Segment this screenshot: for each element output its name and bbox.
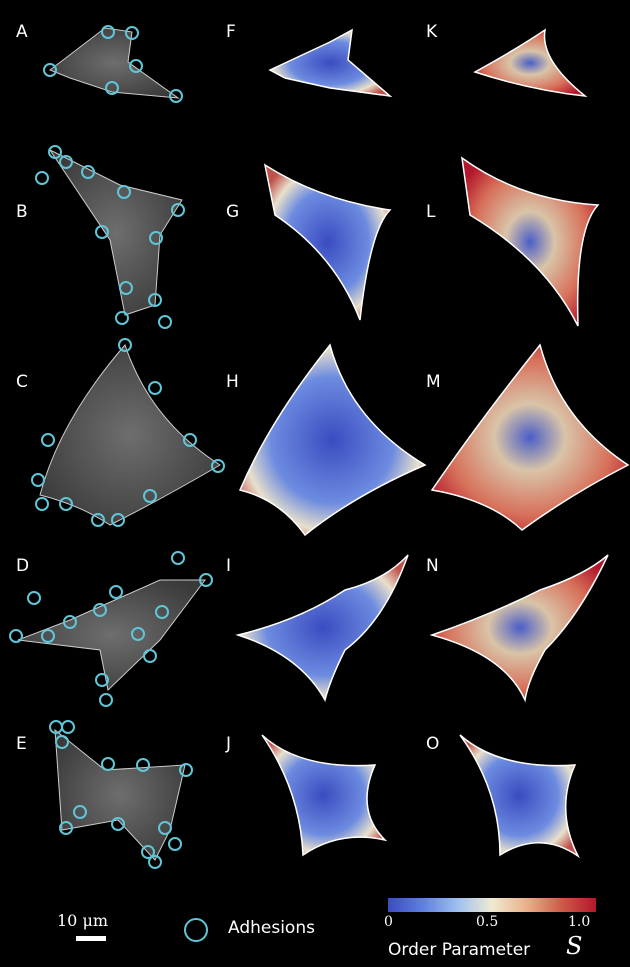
colorbar-symbol: S — [566, 932, 583, 960]
cell-image-e — [54, 728, 186, 861]
panel-label-h: H — [226, 372, 239, 392]
cell-image-a — [48, 27, 180, 99]
cell-field-k — [473, 28, 588, 98]
panel-label-n: N — [426, 556, 439, 576]
panel-label-m: M — [426, 372, 441, 392]
scale-bar — [76, 936, 106, 941]
colorbar — [388, 898, 596, 912]
panel-label-g: G — [226, 202, 240, 222]
cell-image-b — [48, 148, 183, 316]
colorbar-tick-0: 0 — [384, 914, 393, 930]
cell-field-f — [268, 28, 393, 98]
colorbar-label: Order Parameter — [388, 940, 531, 960]
panel-label-j: J — [226, 734, 232, 754]
cell-field-j — [261, 734, 388, 857]
scale-bar-label: 10 μm — [57, 911, 109, 930]
panel-label-f: F — [226, 22, 236, 42]
cell-field-g — [263, 163, 392, 321]
cell-field-i — [235, 554, 409, 703]
cell-field-l — [461, 156, 600, 327]
panel-label-a: A — [16, 22, 28, 42]
colorbar-tick-05: 0.5 — [476, 914, 499, 930]
adhesion-legend-icon — [184, 918, 208, 942]
cell-image-c — [39, 344, 221, 526]
panel-label-o: O — [426, 734, 440, 754]
panel-label-k: K — [426, 22, 438, 42]
cell-field-m — [430, 343, 630, 531]
colorbar-tick-1: 1.0 — [568, 914, 591, 930]
adhesion-markers — [9, 25, 225, 869]
panel-label-l: L — [426, 202, 436, 222]
cell-field-n — [429, 554, 609, 703]
cell-field-h — [238, 343, 427, 537]
panel-label-c: C — [16, 372, 28, 392]
panel-label-i: I — [226, 556, 232, 576]
cell-field-o — [459, 734, 580, 859]
panel-label-e: E — [16, 734, 27, 754]
panel-label-d: D — [16, 556, 30, 576]
panel-label-b: B — [16, 202, 28, 222]
adhesion-legend-label: Adhesions — [228, 918, 315, 938]
